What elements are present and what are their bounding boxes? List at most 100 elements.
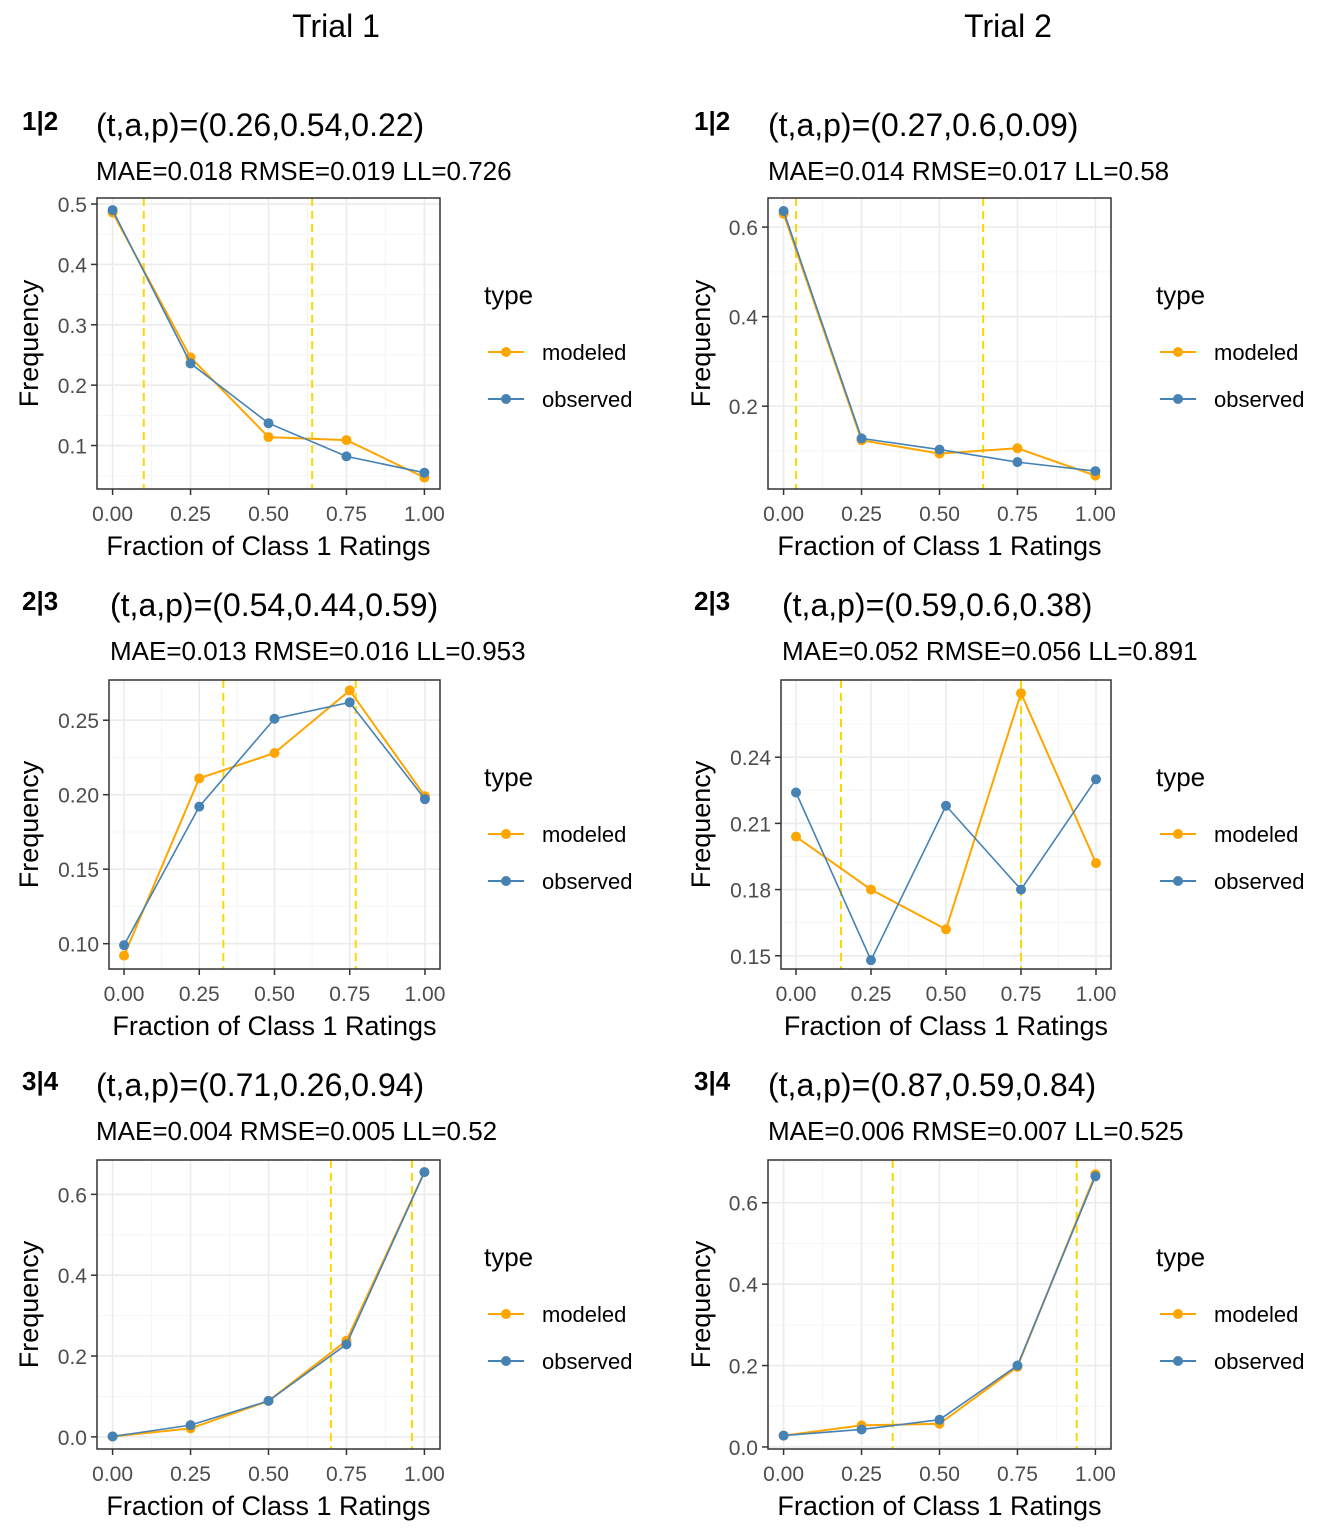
x-tick-label: 0.00: [763, 503, 804, 526]
data-point-modeled: [263, 432, 274, 443]
x-tick-label: 0.00: [776, 983, 817, 1006]
legend-title: type: [1156, 762, 1205, 792]
data-point-observed: [778, 205, 789, 216]
x-tick-label: 0.75: [997, 503, 1038, 526]
legend-title: type: [1156, 1242, 1205, 1272]
data-point-modeled: [1091, 858, 1101, 869]
data-point-observed: [263, 1395, 274, 1406]
panel-1-2: 1|2 (t,a,p)=(0.27,0.6,0.09) MAE=0.014 RMSE…: [686, 106, 1305, 561]
y-tick-label: 0.6: [729, 1193, 758, 1216]
data-point-observed: [791, 787, 801, 798]
y-tick-label: 0.0: [729, 1437, 758, 1460]
legend-title: type: [484, 280, 533, 310]
y-tick-label: 0.4: [729, 1274, 759, 1297]
x-tick-label: 0.50: [926, 983, 967, 1006]
data-point-observed: [419, 794, 430, 805]
data-point-modeled: [866, 884, 876, 895]
data-point-observed: [341, 1339, 352, 1350]
panel-subtitle: MAE=0.013 RMSE=0.016 LL=0.953: [110, 636, 526, 666]
column-title-trial-1: Trial 1: [292, 8, 380, 44]
legend-label-modeled: modeled: [542, 340, 626, 365]
y-tick-label: 0.0: [58, 1427, 87, 1450]
legend: type modeled observed: [1156, 762, 1305, 894]
x-axis-label: Fraction of Class 1 Ratings: [777, 1491, 1101, 1521]
legend-key-point-modeled: [501, 347, 511, 357]
data-point-observed: [856, 433, 867, 444]
data-point-modeled: [194, 773, 205, 784]
legend-label-observed: observed: [1214, 387, 1305, 412]
legend-label-modeled: modeled: [542, 1302, 626, 1327]
y-tick-label: 0.6: [58, 1184, 87, 1207]
legend-key-point-modeled: [501, 829, 511, 839]
x-tick-label: 0.00: [763, 1463, 804, 1486]
legend-label-observed: observed: [542, 387, 633, 412]
x-tick-label: 0.00: [104, 983, 145, 1006]
y-tick-label: 0.20: [58, 785, 99, 808]
legend-label-modeled: modeled: [1214, 340, 1298, 365]
y-tick-label: 0.2: [729, 396, 758, 419]
data-point-observed: [1090, 1171, 1101, 1182]
y-tick-label: 0.4: [58, 254, 88, 277]
panel-tag: 3|4: [22, 1066, 59, 1096]
panel-title: (t,a,p)=(0.71,0.26,0.94): [96, 1067, 424, 1103]
x-tick-label: 1.00: [405, 983, 446, 1006]
column-title-trial-2: Trial 2: [964, 8, 1052, 44]
data-point-observed: [107, 1431, 118, 1442]
x-axis-label: Fraction of Class 1 Ratings: [106, 1491, 430, 1521]
x-tick-label: 1.00: [404, 503, 445, 526]
y-tick-label: 0.3: [58, 315, 87, 338]
legend-key-point-modeled: [1173, 347, 1183, 357]
data-point-observed: [934, 1414, 945, 1425]
data-point-observed: [1012, 1360, 1023, 1371]
x-tick-label: 0.50: [919, 503, 960, 526]
legend-title: type: [484, 1242, 533, 1272]
panel-title: (t,a,p)=(0.27,0.6,0.09): [768, 107, 1078, 143]
x-tick-label: 0.75: [326, 503, 367, 526]
data-point-observed: [341, 451, 352, 462]
legend: type modeled observed: [1156, 1242, 1305, 1374]
legend-key-point-modeled: [501, 1309, 511, 1319]
x-axis-label: Fraction of Class 1 Ratings: [106, 531, 430, 561]
data-point-observed: [934, 444, 945, 455]
data-point-observed: [107, 205, 118, 216]
x-tick-label: 0.25: [841, 1463, 882, 1486]
y-tick-label: 0.2: [58, 1346, 87, 1369]
y-tick-label: 0.2: [729, 1356, 758, 1379]
x-tick-label: 0.75: [1001, 983, 1042, 1006]
data-point-observed: [1090, 466, 1101, 477]
legend-key-point-observed: [1173, 394, 1183, 404]
y-axis-label: Frequency: [686, 760, 716, 888]
x-axis-label: Fraction of Class 1 Ratings: [112, 1011, 436, 1041]
y-tick-label: 0.25: [58, 710, 99, 733]
y-tick-label: 0.1: [58, 436, 87, 459]
legend-key-point-observed: [1173, 876, 1183, 886]
y-tick-label: 0.10: [58, 934, 99, 957]
data-point-observed: [419, 1167, 430, 1178]
y-tick-label: 0.24: [730, 747, 771, 770]
panel-tag: 2|3: [694, 586, 730, 616]
y-tick-label: 0.4: [729, 307, 759, 330]
legend-key-point-observed: [1173, 1356, 1183, 1366]
x-axis-label: Fraction of Class 1 Ratings: [784, 1011, 1108, 1041]
data-point-observed: [344, 697, 355, 708]
legend-label-observed: observed: [542, 1349, 633, 1374]
data-point-modeled: [269, 747, 280, 758]
legend-title: type: [1156, 280, 1205, 310]
legend-title: type: [484, 762, 533, 792]
data-point-observed: [778, 1430, 789, 1441]
y-tick-label: 0.2: [58, 375, 87, 398]
panel-1-1: 1|2 (t,a,p)=(0.26,0.54,0.22) MAE=0.018 RMS…: [14, 106, 633, 561]
data-point-observed: [1091, 774, 1101, 785]
panel-tag: 1|2: [22, 106, 58, 136]
legend-label-modeled: modeled: [1214, 822, 1298, 847]
panel-title: (t,a,p)=(0.26,0.54,0.22): [96, 107, 424, 143]
panel-tag: 3|4: [694, 1066, 731, 1096]
legend: type modeled observed: [484, 280, 633, 412]
data-point-observed: [185, 1420, 196, 1431]
data-point-observed: [866, 955, 876, 966]
legend-label-observed: observed: [1214, 1349, 1305, 1374]
data-point-observed: [1016, 884, 1026, 895]
x-tick-label: 0.00: [92, 1463, 133, 1486]
x-tick-label: 0.50: [248, 1463, 289, 1486]
data-point-observed: [263, 418, 274, 429]
